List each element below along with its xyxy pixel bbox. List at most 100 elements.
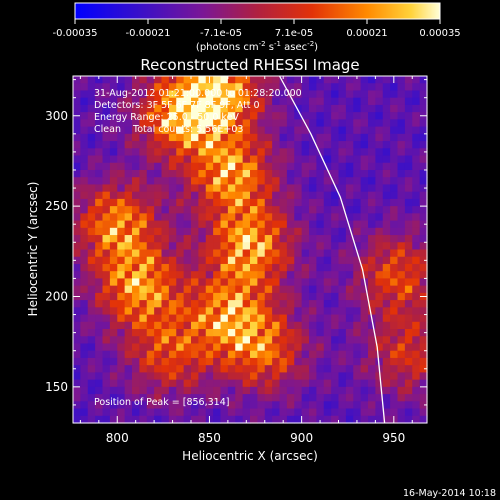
heatmap-cell <box>213 365 222 373</box>
heatmap-cell <box>382 227 391 236</box>
heatmap-cell <box>161 357 170 366</box>
heatmap-cell <box>264 227 273 236</box>
heatmap-cell <box>309 408 317 417</box>
heatmap-cell <box>176 235 185 243</box>
heatmap-cell <box>161 83 170 92</box>
heatmap-cell <box>257 292 266 301</box>
heatmap-cell <box>87 198 96 207</box>
heatmap-cell <box>117 408 126 417</box>
heatmap-cell <box>205 329 214 337</box>
heatmap-cell <box>213 198 222 207</box>
heatmap-cell <box>102 415 111 424</box>
heatmap-cell <box>168 307 177 316</box>
heatmap-cell <box>161 112 170 120</box>
heatmap-cell <box>323 300 332 308</box>
heatmap-cell <box>323 263 332 272</box>
heatmap-cell <box>257 365 266 373</box>
heatmap-cell <box>227 307 236 316</box>
heatmap-cell <box>309 213 317 222</box>
heatmap-cell <box>80 329 89 337</box>
heatmap-cell <box>242 357 251 366</box>
heatmap-cell <box>168 394 177 402</box>
heatmap-cell <box>257 76 266 84</box>
heatmap-cell <box>368 343 376 352</box>
heatmap-cell <box>198 227 207 236</box>
heatmap-cell <box>309 415 317 424</box>
heatmap-cell <box>382 300 391 308</box>
heatmap-cell <box>80 321 89 330</box>
heatmap-cell <box>235 227 244 236</box>
heatmap-cell <box>419 198 428 207</box>
heatmap-cell <box>419 227 428 236</box>
heatmap-cell <box>257 90 266 99</box>
heatmap-cell <box>227 90 236 99</box>
heatmap-cell <box>301 300 310 308</box>
heatmap-cell <box>397 213 406 222</box>
heatmap-cell <box>139 386 148 395</box>
heatmap-cell <box>154 329 163 337</box>
heatmap-cell <box>235 191 244 200</box>
heatmap-cell <box>301 126 310 135</box>
heatmap-cell <box>95 394 104 402</box>
heatmap-cell <box>375 191 384 200</box>
heatmap-cell <box>353 343 362 352</box>
heatmap-cell <box>191 119 199 128</box>
heatmap-cell <box>264 300 273 308</box>
heatmap-cell <box>95 235 104 243</box>
heatmap-cell <box>109 162 118 171</box>
heatmap-cell <box>183 126 192 135</box>
heatmap-cell <box>205 169 214 178</box>
heatmap-cell <box>301 415 310 424</box>
heatmap-cell <box>213 148 222 157</box>
heatmap-cell <box>235 263 244 272</box>
heatmap-cell <box>191 256 199 265</box>
heatmap-cell <box>235 401 244 410</box>
heatmap-cell <box>390 119 399 128</box>
heatmap-cell <box>102 401 111 410</box>
heatmap-cell <box>353 112 362 120</box>
heatmap-cell <box>331 141 340 149</box>
heatmap-cell <box>345 184 354 193</box>
heatmap-cell <box>338 169 347 178</box>
heatmap-cell <box>397 177 406 186</box>
heatmap-cell <box>331 177 340 186</box>
heatmap-cell <box>257 242 266 251</box>
heatmap-cell <box>345 372 354 381</box>
heatmap-cell <box>390 206 399 214</box>
heatmap-cell <box>205 307 214 316</box>
heatmap-cell <box>404 300 413 308</box>
heatmap-cell <box>404 394 413 402</box>
heatmap-cell <box>257 271 266 280</box>
heatmap-cell <box>205 104 214 113</box>
heatmap-cell <box>412 343 421 352</box>
heatmap-cell <box>279 119 288 128</box>
heatmap-cell <box>338 307 347 316</box>
heatmap-cell <box>168 227 177 236</box>
heatmap-cell <box>286 169 295 178</box>
heatmap-cell <box>375 155 384 164</box>
heatmap-cell <box>117 155 126 164</box>
heatmap-cell <box>257 415 266 424</box>
heatmap-cell <box>316 104 325 113</box>
heatmap-cell <box>124 307 133 316</box>
heatmap-cell <box>286 336 295 345</box>
heatmap-cell <box>235 343 244 352</box>
heatmap-cell <box>368 213 376 222</box>
heatmap-cell <box>419 235 428 243</box>
heatmap-cell <box>73 162 81 171</box>
annotation-peak-position: Position of Peak = [856,314] <box>94 397 229 408</box>
heatmap-cell <box>154 321 163 330</box>
heatmap-cell <box>161 401 170 410</box>
heatmap-cell <box>294 198 303 207</box>
heatmap-cell <box>368 329 376 337</box>
heatmap-cell <box>345 76 354 84</box>
heatmap-cell <box>353 321 362 330</box>
heatmap-cell <box>198 408 207 417</box>
heatmap-cell <box>80 148 89 157</box>
heatmap-cell <box>154 191 163 200</box>
heatmap-cell <box>235 112 244 120</box>
heatmap-cell <box>264 292 273 301</box>
heatmap-cell <box>198 119 207 128</box>
heatmap-cell <box>316 133 325 142</box>
heatmap-cell <box>345 235 354 243</box>
